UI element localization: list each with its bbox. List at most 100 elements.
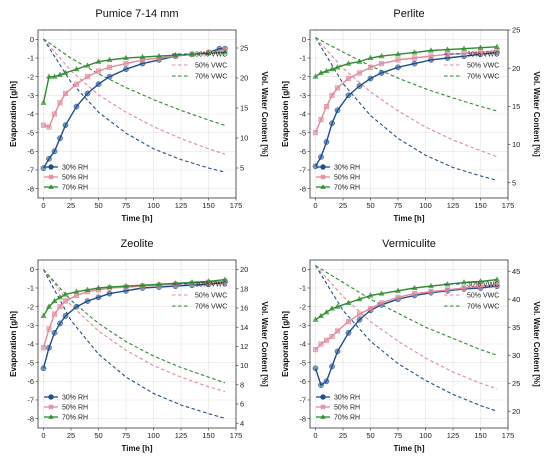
evaporation-fit-line [42, 280, 226, 348]
y2-tick-label: 10 [512, 140, 520, 149]
legend-rh-marker [320, 414, 326, 419]
y2-tick-label: 5 [512, 178, 516, 187]
legend-vwc-label: 30% VWC [195, 282, 227, 289]
y-tick-label: -8 [27, 184, 34, 193]
y-tick-label: -4 [299, 110, 306, 119]
chart-panel: 0 25 50 75 100 125 150 175 0 -1 -2 -3 -4 -5 -6 -7 -8 20 25… [281, 238, 541, 453]
legend-vwc-label: 70% VWC [467, 304, 499, 311]
legend-rh-label: 30% RH [334, 165, 360, 172]
y2-tick-label: 15 [240, 104, 248, 113]
x-tick-label: 175 [502, 431, 515, 440]
y2-axis-label: Vol. Water Content [%] [532, 301, 541, 387]
y2-tick-label: 10 [240, 134, 248, 143]
y-tick-label: -1 [299, 284, 306, 293]
plot-frame [309, 29, 509, 199]
legend-rh-marker [48, 174, 54, 180]
x-tick-label: 25 [67, 201, 75, 210]
y2-tick-label: 15 [512, 102, 520, 111]
evaporation-fit-line [315, 284, 498, 351]
y2-axis-label: Vol. Water Content [%] [260, 71, 269, 157]
y-tick-label: -1 [27, 54, 34, 63]
y2-tick-label: 5 [240, 164, 244, 173]
x-tick-label: 0 [313, 201, 317, 210]
y2-tick-label: 20 [512, 64, 520, 73]
evaporation-fit-line [42, 281, 226, 369]
x-tick-label: 100 [147, 431, 160, 440]
x-tick-label: 50 [94, 201, 102, 210]
y-axis-label: Evaporation [g/h] [9, 311, 18, 377]
x-tick-label: 175 [502, 201, 515, 210]
legend-rh-marker [320, 184, 326, 189]
y-tick-label: -5 [27, 128, 34, 137]
y2-tick-label: 18 [240, 284, 248, 293]
x-tick-label: 125 [447, 431, 460, 440]
vwc-line [315, 37, 498, 158]
y-tick-label: -1 [27, 284, 34, 293]
legend-rh-marker [320, 394, 326, 400]
x-tick-label: 75 [122, 431, 130, 440]
vwc-line [43, 269, 226, 384]
x-tick-label: 125 [447, 201, 460, 210]
x-tick-label: 125 [175, 201, 188, 210]
legend-vwc-label: 50% VWC [467, 293, 499, 300]
vwc-line [43, 269, 226, 419]
y-tick-label: 0 [302, 35, 306, 44]
evaporation-fit-line [314, 285, 498, 387]
y-tick-label: -1 [299, 54, 306, 63]
legend-vwc-label: 50% VWC [195, 293, 227, 300]
legend-rh-label: 50% RH [62, 175, 88, 182]
y2-tick-label: 35 [512, 323, 520, 332]
vwc-line [315, 265, 498, 390]
legend-rh-label: 30% RH [334, 395, 360, 402]
x-axis-label: Time [h] [394, 444, 425, 453]
vwc-line [43, 38, 226, 155]
x-tick-label: 75 [122, 201, 130, 210]
y-tick-label: -3 [27, 91, 34, 100]
y-axis-label: Evaporation [g/h] [281, 81, 290, 147]
legend-rh-marker [320, 164, 326, 170]
x-tick-label: 0 [41, 201, 45, 210]
x-tick-label: 0 [313, 431, 317, 440]
legend-rh-marker [48, 404, 54, 410]
y-tick-label: -6 [299, 377, 306, 386]
x-tick-label: 150 [474, 201, 487, 210]
chart-panel: 0 25 50 75 100 125 150 175 0 -1 -2 -3 -4 -5 -6 -7 -8 5 10 1… [281, 8, 541, 223]
legend-rh-marker [320, 404, 326, 410]
x-tick-label: 150 [474, 431, 487, 440]
y-tick-label: -8 [299, 184, 306, 193]
y2-tick-label: 25 [512, 26, 520, 35]
legend-vwc-label: 30% VWC [467, 282, 499, 289]
legend-rh-label: 30% RH [62, 165, 88, 172]
y2-axis-label: Vol. Water Content [%] [532, 71, 541, 157]
legend-rh-label: 50% RH [334, 175, 360, 182]
y-tick-label: 0 [302, 265, 306, 274]
y-tick-label: -3 [27, 321, 34, 330]
chart-title: Vermiculite [382, 238, 436, 250]
y-tick-label: -7 [27, 396, 34, 405]
x-tick-label: 150 [202, 431, 215, 440]
y-tick-label: -7 [299, 166, 306, 175]
legend-rh-label: 30% RH [62, 395, 88, 402]
x-axis-label: Time [h] [122, 444, 153, 453]
plot-frame [37, 29, 237, 199]
y-tick-label: -5 [299, 128, 306, 137]
vwc-line [315, 265, 498, 356]
y-tick-label: -7 [27, 166, 34, 175]
y2-tick-label: 12 [240, 342, 248, 351]
y-tick-label: -6 [27, 377, 34, 386]
plot-frame [37, 259, 237, 429]
x-tick-label: 150 [202, 201, 215, 210]
legend-vwc-label: 70% VWC [195, 304, 227, 311]
vwc-line [315, 37, 498, 112]
y-tick-label: -7 [299, 396, 306, 405]
y-tick-label: -8 [27, 414, 34, 423]
vwc-line [315, 37, 498, 181]
y2-tick-label: 6 [240, 400, 244, 409]
x-tick-label: 50 [94, 431, 102, 440]
legend-vwc-label: 30% VWC [467, 52, 499, 59]
y2-axis-label: Vol. Water Content [%] [260, 301, 269, 387]
y-tick-label: -5 [27, 358, 34, 367]
evaporation-fit-line [42, 51, 226, 103]
x-tick-label: 100 [147, 201, 160, 210]
